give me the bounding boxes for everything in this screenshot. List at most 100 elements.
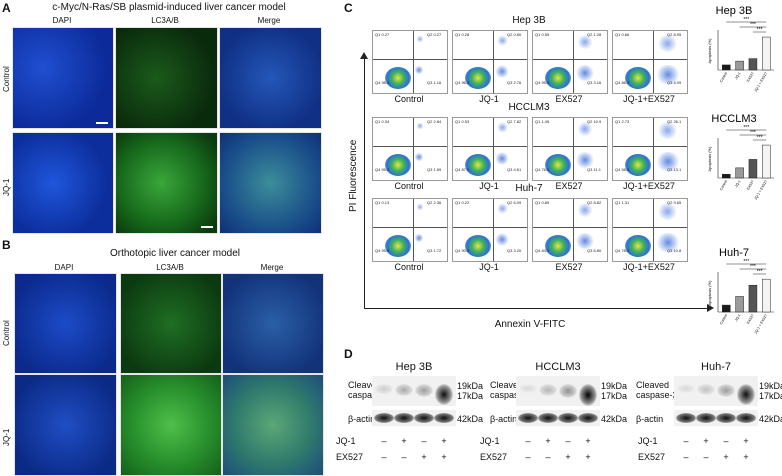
treatment-sign: +: [743, 452, 749, 462]
blot-size-42: 42kDa: [601, 414, 628, 424]
bar: [735, 60, 744, 71]
facs-quadrant-value: Q2 26.1: [667, 119, 682, 124]
bar: [722, 173, 731, 179]
bar-category-label: EX527: [746, 179, 755, 190]
panel-b-row-jq1: JQ-1: [2, 428, 11, 446]
facs-condition-label: Control: [394, 181, 424, 191]
treatment-sign: +: [441, 452, 447, 462]
blot-actin: [674, 410, 758, 426]
facs-condition-label: JQ-1: [479, 181, 499, 191]
panel-letter-d: D: [344, 347, 353, 361]
facs-x-axis-arrow: [364, 308, 709, 309]
significance-label: ***: [757, 27, 763, 33]
treatment-label: JQ-1: [480, 436, 500, 446]
blot-label-caspase: caspase-3: [636, 390, 678, 400]
panel-b-col-dapi: DAPI: [54, 263, 74, 272]
blot-band: [697, 384, 715, 395]
panel-a-col-lc3: LC3A/B: [151, 16, 179, 25]
blot-band: [578, 413, 598, 423]
blot-size-17: 17kDa: [601, 391, 628, 401]
panel-letter-b: B: [2, 238, 11, 252]
facs-quadrant-value: Q4 87.0: [455, 167, 470, 172]
panel-a-image-control-dapi: [12, 27, 114, 129]
blot-band: [736, 413, 756, 423]
panel-a-image-jq1-lc3: [115, 132, 218, 234]
treatment-sign: –: [381, 436, 387, 446]
treatment-sign: +: [585, 436, 591, 446]
blot-band: [579, 384, 597, 406]
treatment-sign: +: [401, 436, 407, 446]
facs-y-axis-label: PI Fluorescence: [348, 139, 359, 212]
facs-quadrant-value: Q4 86.3: [615, 80, 630, 85]
panel-b-image-jq1-dapi: [14, 374, 117, 476]
significance-label: ***: [757, 269, 763, 275]
facs-plot: Q1 0.89 Q2 8.82 Q4 84.5 Q3 6.80: [532, 198, 608, 262]
facs-quadrant-value: Q3 4.61: [507, 167, 522, 172]
facs-quadrant-value: Q2 8.95: [667, 32, 682, 37]
facs-quadrant-value: Q2 10.9: [587, 119, 602, 124]
facs-quadrant-value: Q1 0.66: [615, 32, 630, 37]
blot-band: [676, 413, 696, 423]
blot-label-cleaved: Cleaved: [490, 380, 524, 390]
blot-title: HCCLM3: [535, 361, 581, 373]
facs-plot: Q1 2.73 Q2 26.1 Q4 58.0 Q3 13.1: [612, 117, 688, 181]
facs-plot: Q1 0.13 Q2 2.36 Q4 95.6 Q3 1.72: [372, 198, 448, 262]
facs-plot: Q1 0.34 Q2 2.84 Q4 95.2 Q3 1.59: [372, 117, 448, 181]
blot-band: [518, 413, 538, 423]
treatment-label: EX527: [638, 452, 666, 462]
facs-quadrant-value: Q4 95.6: [375, 248, 390, 253]
bar: [762, 36, 771, 71]
significance-label: ***: [750, 130, 756, 136]
panel-b-image-jq1-merge: [222, 374, 324, 476]
facs-x-axis-arrowhead: [707, 304, 714, 312]
facs-quadrant-value: Q3 4.09: [667, 80, 682, 85]
facs-quadrant-value: Q1 1.31: [615, 200, 630, 205]
facs-row-title: Huh-7: [515, 183, 543, 194]
bar: [735, 167, 744, 179]
blot-label-caspase: caspase-3: [348, 390, 390, 400]
blot-band: [539, 384, 557, 396]
panel-a-row-jq1: JQ-1: [2, 178, 11, 196]
bar-category-label: Control: [719, 313, 728, 325]
treatment-sign: +: [585, 452, 591, 462]
treatment-label: EX527: [336, 452, 364, 462]
treatment-sign: +: [743, 436, 749, 446]
bar-category-label: JQ-1 + EX527: [754, 179, 769, 200]
facs-quadrant-value: Q4 96.2: [455, 80, 470, 85]
bar: [748, 284, 758, 313]
significance-label: ***: [743, 125, 749, 131]
blot-title: Hep 3B: [395, 361, 433, 373]
treatment-sign: –: [565, 436, 571, 446]
blot-band: [737, 384, 755, 406]
panel-b-image-jq1-lc3: [120, 374, 222, 476]
blot-size-19: 19kDa: [759, 381, 782, 391]
facs-quadrant-value: Q1 2.73: [615, 119, 630, 124]
facs-condition-label: JQ-1: [479, 94, 499, 104]
panel-letter-a: A: [2, 1, 11, 15]
facs-quadrant-value: Q3 1.72: [427, 248, 442, 253]
bar: [735, 296, 744, 313]
significance-label: ***: [750, 264, 756, 270]
blot-band: [519, 384, 537, 394]
bar: [748, 58, 758, 71]
bar-category-label: JQ-1: [734, 179, 741, 188]
blot-band: [558, 413, 578, 423]
facs-condition-label: Control: [394, 94, 424, 104]
facs-quadrant-value: Q3 3.20: [507, 248, 522, 253]
bar-category-label: JQ-1: [734, 313, 741, 322]
blot-caspase3: [674, 376, 758, 406]
panel-a-title: c-Myc/N-Ras/SB plasmid-induced liver can…: [52, 2, 286, 13]
treatment-sign: +: [545, 436, 551, 446]
facs-quadrant-value: Q1 1.45: [535, 119, 550, 124]
panel-b-row-control: Control: [2, 320, 11, 346]
facs-quadrant-value: Q4 98.3: [375, 80, 390, 85]
significance-label: ***: [743, 17, 749, 23]
facs-quadrant-value: Q2 0.80: [507, 32, 522, 37]
panel-b-image-control-dapi: [14, 273, 117, 374]
blot-band: [375, 384, 393, 395]
blot-band: [435, 384, 453, 406]
facs-quadrant-value: Q3 2.76: [507, 80, 522, 85]
blot-label-actin: β-actin: [348, 414, 376, 424]
treatment-label: JQ-1: [638, 436, 658, 446]
blot-band: [538, 413, 558, 423]
